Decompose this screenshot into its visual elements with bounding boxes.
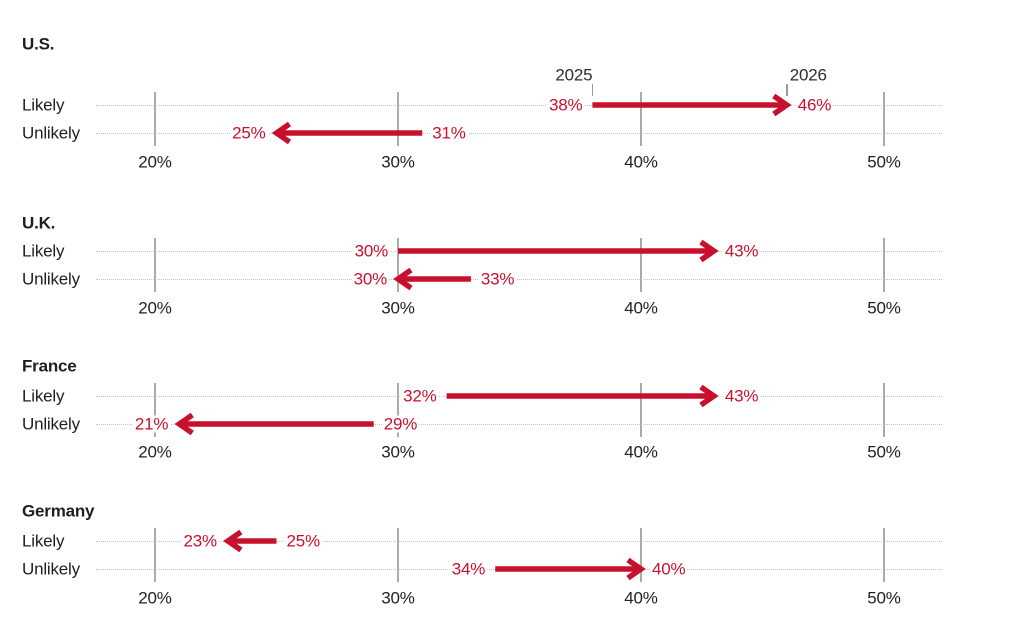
axis-tick-line [397,238,399,292]
row-label-likely: Likely [22,531,65,551]
value-label-end: 23% [181,531,219,551]
axis-tick-label: 40% [624,442,658,462]
row-label-likely: Likely [22,95,65,115]
axis-tick-line [154,383,156,437]
value-label-end: 21% [132,414,171,434]
axis-tick-line [883,238,885,292]
axis-tick-line [154,238,156,292]
row-label-unlikely: Unlikely [22,269,80,289]
value-label-start: 38% [546,95,585,115]
year-label: 2026 [789,65,827,85]
year-tick-line [591,84,594,96]
axis-tick-label: 30% [381,152,415,172]
value-label-end: 43% [722,241,761,261]
axis-tick-label: 50% [867,588,901,608]
axis-tick-label: 30% [381,588,415,608]
value-label-end: 25% [230,123,268,143]
panel-title-us: U.S. [22,34,55,54]
year-label: 2025 [555,65,593,85]
panel-title-uk: U.K. [22,213,56,233]
row-gridline [96,424,942,425]
axis-tick-label: 40% [624,298,658,318]
value-label-start: 30% [352,241,390,261]
value-label-start: 33% [478,269,517,289]
panel-title-germany: Germany [22,501,95,521]
row-label-unlikely: Unlikely [22,559,80,579]
axis-tick-label: 50% [867,442,901,462]
axis-tick-line [883,92,885,146]
panel-title-france: France [22,356,77,376]
row-gridline [96,541,942,542]
value-label-start: 34% [449,559,488,579]
value-label-start: 25% [284,531,322,551]
row-gridline [96,105,942,106]
axis-tick-label: 40% [624,588,658,608]
axis-tick-label: 20% [138,442,172,462]
axis-tick-line [397,92,399,146]
axis-tick-line [154,92,156,146]
value-label-start: 32% [401,386,439,406]
row-gridline [96,279,942,280]
row-label-likely: Likely [22,386,65,406]
axis-tick-label: 30% [381,298,415,318]
axis-tick-label: 20% [138,152,172,172]
axis-tick-label: 50% [867,152,901,172]
axis-tick-line [640,383,642,437]
value-label-end: 30% [351,269,389,289]
axis-tick-line [640,238,642,292]
axis-tick-label: 50% [867,298,901,318]
axis-tick-line [397,383,399,437]
axis-tick-label: 20% [138,588,172,608]
axis-tick-label: 20% [138,298,172,318]
row-label-likely: Likely [22,241,65,261]
axis-tick-line [397,528,399,582]
row-label-unlikely: Unlikely [22,123,80,143]
value-label-end: 40% [650,559,688,579]
value-label-start: 29% [381,414,420,434]
axis-tick-line [154,528,156,582]
row-gridline [96,133,942,134]
axis-tick-line [640,92,642,146]
row-label-unlikely: Unlikely [22,414,80,434]
value-label-end: 43% [722,386,761,406]
year-tick-line [786,84,788,96]
axis-tick-label: 30% [381,442,415,462]
value-label-end: 46% [795,95,834,115]
axis-tick-line [640,528,642,582]
axis-tick-line [883,528,885,582]
axis-tick-label: 40% [624,152,658,172]
value-label-start: 31% [430,123,468,143]
axis-tick-line [883,383,885,437]
